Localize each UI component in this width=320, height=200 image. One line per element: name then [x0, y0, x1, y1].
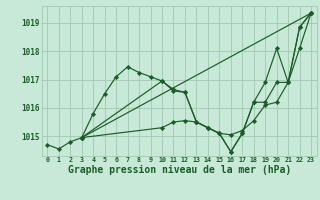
X-axis label: Graphe pression niveau de la mer (hPa): Graphe pression niveau de la mer (hPa) — [68, 165, 291, 175]
